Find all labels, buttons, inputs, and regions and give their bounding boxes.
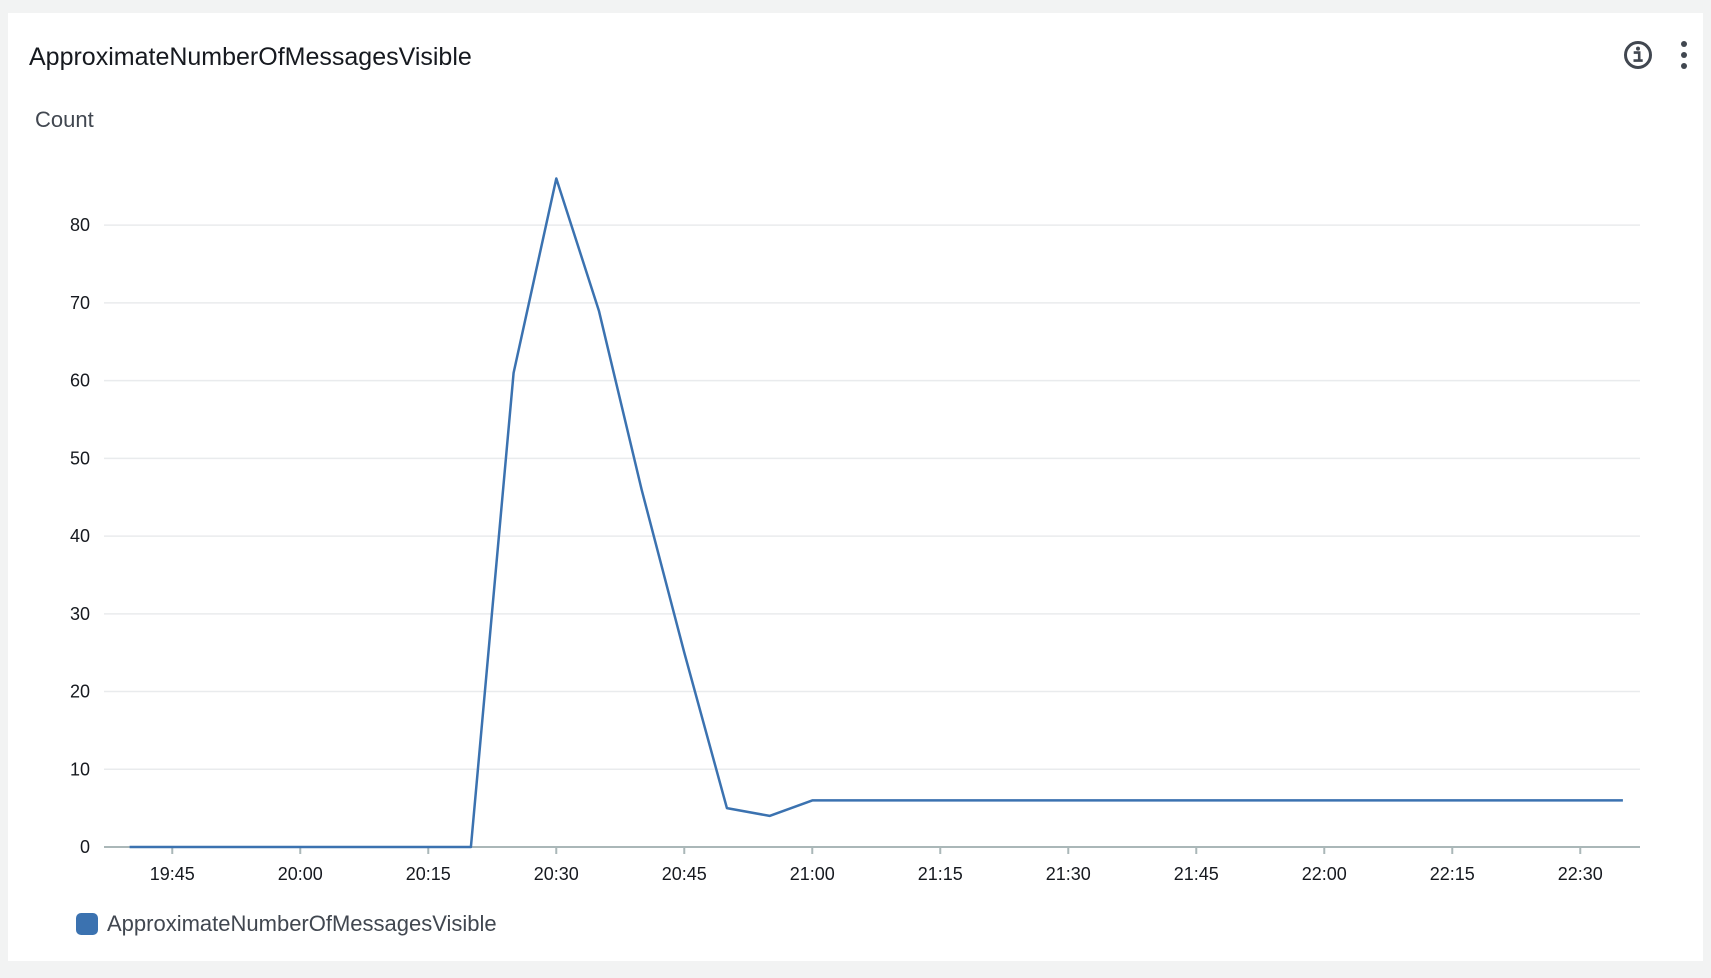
x-tick-label: 22:15 — [1430, 864, 1475, 884]
x-tick-label: 22:00 — [1302, 864, 1347, 884]
x-tick-label: 20:45 — [662, 864, 707, 884]
x-tick-label: 20:30 — [534, 864, 579, 884]
series-line[interactable] — [129, 177, 1623, 849]
x-tick-label: 21:00 — [790, 864, 835, 884]
info-circle-icon — [1624, 41, 1652, 69]
widget-actions-menu-button[interactable] — [1668, 29, 1700, 81]
y-tick-label: 50 — [70, 448, 90, 468]
y-axis-label: Count — [35, 107, 94, 132]
y-tick-label: 80 — [70, 215, 90, 235]
y-tick-label: 60 — [70, 371, 90, 391]
vertical-ellipsis-icon — [1681, 41, 1687, 69]
x-tick-label: 22:30 — [1558, 864, 1603, 884]
line-chart: Count 0 10 20 30 40 50 60 70 80 19:45 20:00 20:15 2… — [35, 107, 1640, 884]
widget-title: ApproximateNumberOfMessagesVisible — [29, 43, 472, 71]
legend-swatch — [76, 913, 98, 935]
x-tick-label: 21:15 — [918, 864, 963, 884]
x-tick-label: 21:30 — [1046, 864, 1091, 884]
grid-lines — [104, 224, 1640, 771]
y-tick-label: 20 — [70, 682, 90, 702]
x-tick-label: 19:45 — [150, 864, 195, 884]
info-button[interactable] — [1612, 29, 1664, 81]
legend-label: ApproximateNumberOfMessagesVisible — [107, 911, 497, 936]
x-tick-label: 20:15 — [406, 864, 451, 884]
chart-legend[interactable]: ApproximateNumberOfMessagesVisible — [76, 911, 497, 937]
metric-widget: ApproximateNumberOfMessagesVisible Count… — [8, 13, 1703, 961]
y-tick-label: 70 — [70, 293, 90, 313]
series-layer — [129, 177, 1623, 849]
y-tick-label: 10 — [70, 759, 90, 779]
x-tick-label: 21:45 — [1174, 864, 1219, 884]
y-axis-ticks: 0 10 20 30 40 50 60 70 80 — [70, 215, 90, 857]
y-tick-label: 40 — [70, 526, 90, 546]
y-tick-label: 0 — [80, 837, 90, 857]
y-tick-label: 30 — [70, 604, 90, 624]
x-axis-ticks: 19:45 20:00 20:15 20:30 20:45 21:00 21:15 21:30… — [150, 847, 1603, 884]
x-tick-label: 20:00 — [278, 864, 323, 884]
